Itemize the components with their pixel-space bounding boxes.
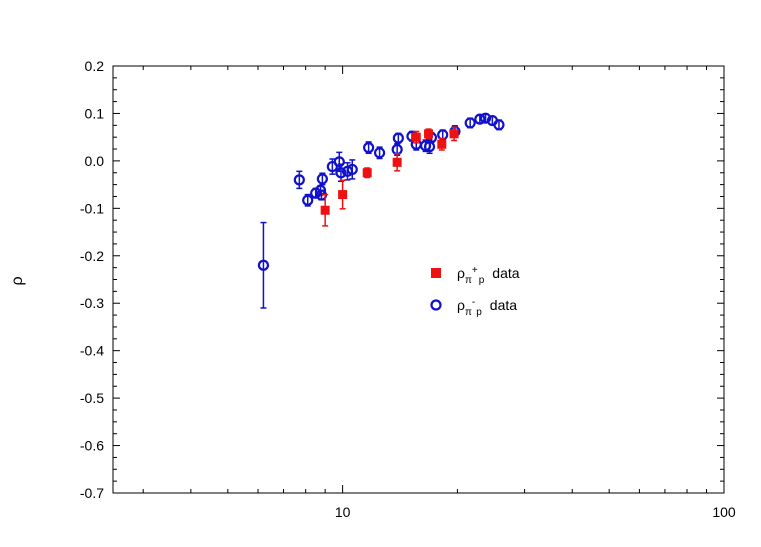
circle-marker [257, 259, 270, 271]
data-point [411, 130, 421, 144]
legend-sub-pi: π [465, 307, 472, 318]
square-marker [449, 129, 459, 139]
ticks-layer: 0.2 0.1 0.0 -0.1 -0.2 -0.3 -0.4 -0.5 -0.6 -0.7 10 1… [80, 58, 736, 520]
legend-label: ρπ+p data [457, 265, 520, 286]
legend-suffix: data [490, 297, 517, 313]
data-point [362, 167, 372, 179]
circle-marker [333, 156, 345, 168]
circle-marker [464, 117, 476, 129]
y-tick-label: 0.2 [85, 58, 105, 74]
legend-square-marker [431, 268, 441, 278]
data-point [346, 159, 358, 180]
y-tick-label: -0.1 [80, 200, 104, 216]
legend-item-pi_minus_p: ρπ-p data [430, 297, 517, 318]
data-point [474, 113, 486, 125]
square-marker [437, 139, 447, 149]
y-axis-label: ρ [9, 276, 26, 285]
data-point [363, 141, 375, 155]
square-marker [320, 205, 330, 215]
circle-marker [302, 194, 314, 206]
circle-marker [392, 132, 404, 144]
square-marker [338, 190, 348, 200]
y-tick-label: -0.7 [80, 485, 104, 501]
data-point [302, 193, 314, 207]
circle-marker [314, 184, 327, 196]
data-point [373, 146, 386, 160]
legend-sub-pi: π [465, 275, 472, 286]
y-tick-label: -0.6 [80, 438, 104, 454]
legend-suffix: data [492, 265, 519, 281]
circle-marker [335, 167, 347, 179]
data-point [493, 119, 505, 131]
data-point [335, 163, 347, 183]
x-tick-label: 100 [712, 504, 736, 520]
data-point [464, 117, 476, 129]
legend-item-pi_plus_p: ρπ+p data [431, 265, 520, 286]
legend-symbol: ρ [457, 265, 465, 281]
data-point [320, 193, 330, 227]
legend-sub-p: p [476, 307, 482, 318]
data-point [449, 126, 459, 142]
legend-label: ρπ-p data [457, 297, 517, 318]
circle-marker [346, 163, 358, 176]
circle-marker [316, 173, 328, 185]
data-point [338, 179, 348, 210]
circle-marker [493, 119, 505, 131]
square-marker [411, 132, 421, 142]
y-axis-label-group: ρ [9, 276, 26, 285]
data-point [424, 128, 434, 140]
plot-frame [112, 65, 725, 494]
y-tick-label: -0.5 [80, 390, 104, 406]
data-point [437, 137, 447, 151]
circle-marker [293, 174, 305, 186]
y-tick-label: -0.3 [80, 295, 104, 311]
circle-marker [373, 147, 386, 159]
data-point [316, 172, 328, 186]
circle-marker [363, 142, 375, 154]
y-tick-label: 0.1 [85, 105, 105, 121]
series-pi_plus_p [320, 126, 459, 227]
y-tick-label: -0.4 [80, 343, 104, 359]
data-point [392, 132, 404, 144]
legend-sup: + [472, 265, 478, 276]
legend-symbol: ρ [457, 297, 465, 313]
x-tick-label: 10 [335, 504, 351, 520]
circle-marker [479, 112, 492, 124]
square-marker [362, 168, 372, 178]
data-point [392, 153, 402, 172]
legend-sub-p: p [479, 275, 485, 286]
data-point [257, 221, 270, 309]
square-marker [424, 129, 434, 139]
square-marker [392, 157, 402, 167]
data-layer [257, 112, 505, 309]
circle-marker [474, 113, 486, 125]
legend-sup: - [472, 297, 475, 308]
y-tick-label: -0.2 [80, 248, 104, 264]
data-point [293, 170, 305, 190]
legend-circle-marker [430, 299, 442, 311]
y-tick-label: 0.0 [85, 153, 105, 169]
